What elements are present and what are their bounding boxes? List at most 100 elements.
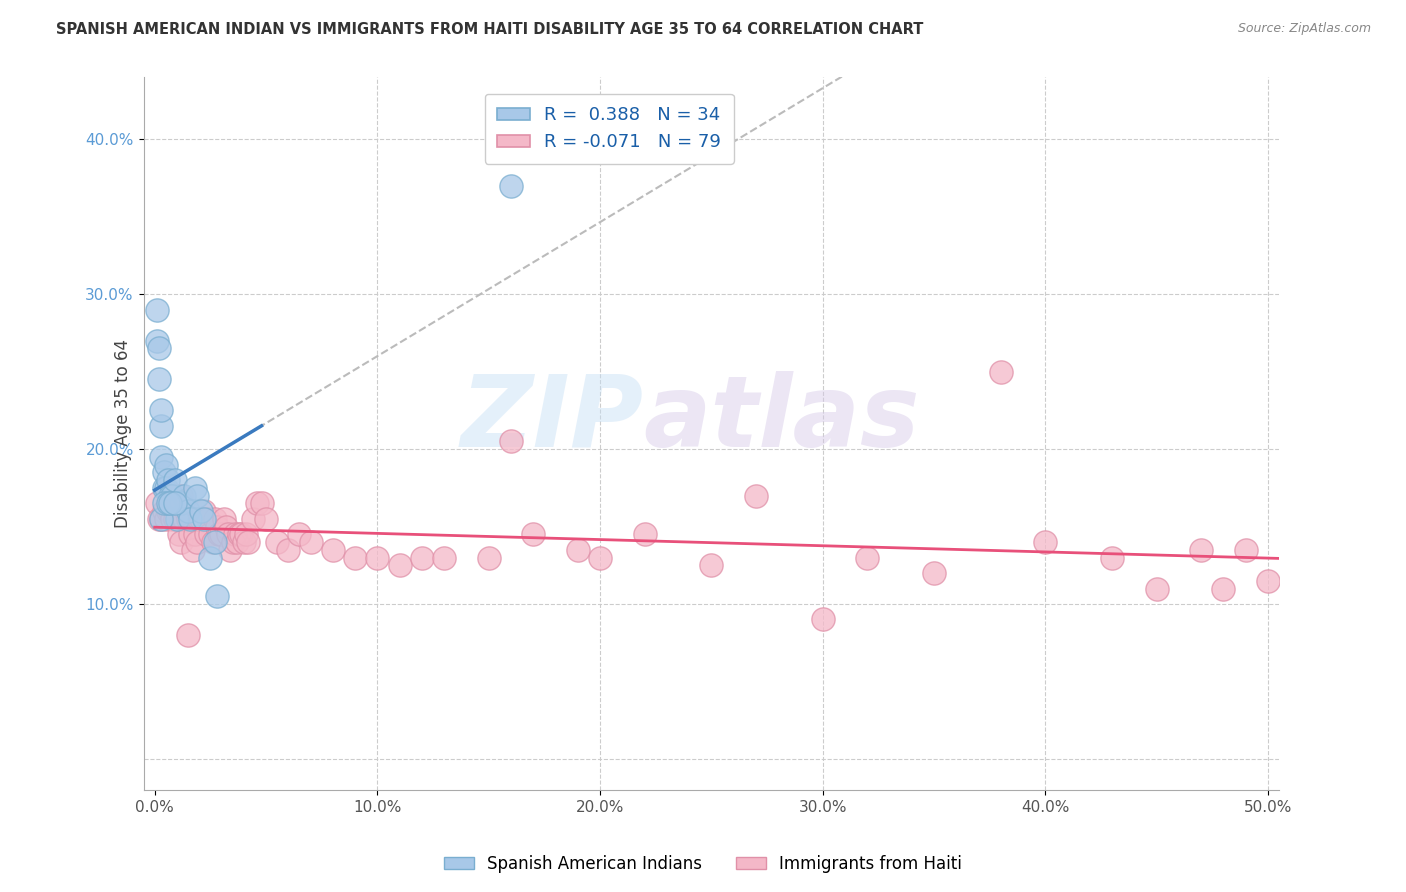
- Point: [159, 496, 181, 510]
- Point: [188, 512, 211, 526]
- Point: [155, 512, 177, 526]
- Point: [1033, 535, 1056, 549]
- Legend: R =  0.388   N = 34, R = -0.071   N = 79: R = 0.388 N = 34, R = -0.071 N = 79: [485, 94, 734, 164]
- Point: [170, 535, 193, 549]
- Point: [215, 519, 238, 533]
- Point: [162, 489, 184, 503]
- Point: [152, 466, 174, 480]
- Point: [288, 527, 311, 541]
- Point: [205, 589, 228, 603]
- Point: [1189, 542, 1212, 557]
- Point: [1257, 574, 1279, 588]
- Point: [211, 527, 233, 541]
- Point: [163, 512, 186, 526]
- Point: [700, 558, 723, 573]
- Y-axis label: Disability Age 35 to 64: Disability Age 35 to 64: [114, 339, 132, 528]
- Point: [201, 535, 224, 549]
- Point: [150, 512, 173, 526]
- Point: [212, 512, 235, 526]
- Point: [856, 550, 879, 565]
- Point: [155, 458, 177, 472]
- Point: [811, 612, 834, 626]
- Point: [226, 535, 249, 549]
- Point: [156, 473, 179, 487]
- Point: [156, 496, 179, 510]
- Text: ZIP: ZIP: [460, 371, 643, 468]
- Point: [170, 496, 193, 510]
- Point: [1101, 550, 1123, 565]
- Point: [150, 403, 173, 417]
- Point: [152, 496, 174, 510]
- Point: [266, 535, 288, 549]
- Point: [232, 535, 254, 549]
- Point: [148, 342, 170, 356]
- Point: [745, 489, 768, 503]
- Point: [205, 519, 228, 533]
- Point: [150, 418, 173, 433]
- Point: [990, 365, 1012, 379]
- Point: [299, 535, 322, 549]
- Point: [433, 550, 456, 565]
- Point: [204, 512, 226, 526]
- Point: [150, 512, 173, 526]
- Point: [228, 527, 250, 541]
- Point: [238, 535, 260, 549]
- Point: [146, 334, 169, 348]
- Point: [177, 628, 200, 642]
- Point: [522, 527, 544, 541]
- Legend: Spanish American Indians, Immigrants from Haiti: Spanish American Indians, Immigrants fro…: [437, 848, 969, 880]
- Point: [235, 527, 257, 541]
- Point: [162, 489, 184, 503]
- Point: [1212, 582, 1234, 596]
- Point: [200, 527, 222, 541]
- Point: [190, 512, 212, 526]
- Point: [567, 542, 589, 557]
- Point: [200, 550, 222, 565]
- Point: [1234, 542, 1257, 557]
- Point: [217, 527, 239, 541]
- Point: [197, 512, 219, 526]
- Text: Source: ZipAtlas.com: Source: ZipAtlas.com: [1237, 22, 1371, 36]
- Point: [170, 489, 193, 503]
- Point: [478, 550, 501, 565]
- Point: [174, 504, 197, 518]
- Point: [146, 496, 169, 510]
- Point: [277, 542, 299, 557]
- Point: [177, 512, 200, 526]
- Point: [177, 504, 200, 518]
- Point: [193, 512, 215, 526]
- Point: [246, 496, 269, 510]
- Point: [173, 512, 195, 526]
- Point: [166, 512, 188, 526]
- Point: [166, 489, 188, 503]
- Point: [179, 512, 201, 526]
- Point: [242, 512, 264, 526]
- Text: SPANISH AMERICAN INDIAN VS IMMIGRANTS FROM HAITI DISABILITY AGE 35 TO 64 CORRELA: SPANISH AMERICAN INDIAN VS IMMIGRANTS FR…: [56, 22, 924, 37]
- Point: [167, 527, 190, 541]
- Point: [208, 527, 231, 541]
- Point: [155, 481, 177, 495]
- Point: [150, 450, 173, 464]
- Point: [499, 434, 522, 449]
- Point: [388, 558, 411, 573]
- Point: [148, 372, 170, 386]
- Point: [190, 504, 212, 518]
- Point: [156, 504, 179, 518]
- Point: [148, 512, 170, 526]
- Point: [254, 512, 277, 526]
- Point: [152, 504, 174, 518]
- Point: [411, 550, 433, 565]
- Point: [162, 512, 184, 526]
- Point: [344, 550, 367, 565]
- Point: [922, 566, 945, 580]
- Point: [173, 489, 195, 503]
- Point: [219, 542, 242, 557]
- Point: [186, 489, 208, 503]
- Point: [184, 481, 207, 495]
- Point: [162, 496, 184, 510]
- Point: [194, 527, 217, 541]
- Point: [193, 504, 215, 518]
- Point: [499, 178, 522, 193]
- Point: [163, 473, 186, 487]
- Point: [250, 496, 273, 510]
